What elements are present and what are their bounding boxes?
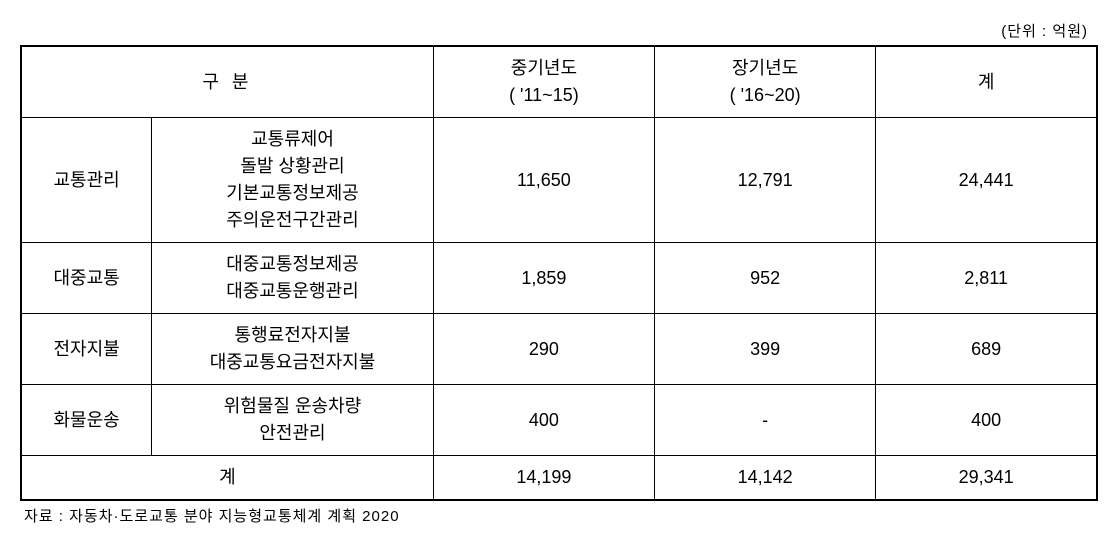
unit-label: (단위 : 억원)	[20, 20, 1098, 41]
cat2-line: 대중교통정보제공	[158, 251, 427, 278]
header-midterm: 중기년도 ( '11~15)	[433, 46, 654, 118]
header-longterm-range: ( '16~20)	[661, 82, 869, 109]
cell-long: 399	[655, 314, 876, 385]
data-table: 구 분 중기년도 ( '11~15) 장기년도 ( '16~20) 계 교통관리…	[20, 45, 1098, 501]
table-row: 전자지불 통행료전자지불 대중교통요금전자지불 290 399 689	[21, 314, 1097, 385]
cell-mid: 400	[433, 385, 654, 456]
cell-total: 24,441	[876, 118, 1097, 243]
cell-category2: 통행료전자지불 대중교통요금전자지불	[152, 314, 434, 385]
cat2-line: 교통류제어	[158, 126, 427, 153]
header-total: 계	[876, 46, 1097, 118]
footnote: 자료 : 자동차·도로교통 분야 지능형교통체계 계획 2020	[20, 505, 1098, 526]
table-body: 교통관리 교통류제어 돌발 상황관리 기본교통정보제공 주의운전구간관리 11,…	[21, 118, 1097, 501]
cat2-line: 기본교통정보제공	[158, 180, 427, 207]
cell-category1: 전자지불	[21, 314, 152, 385]
cell-category1: 화물운송	[21, 385, 152, 456]
header-longterm: 장기년도 ( '16~20)	[655, 46, 876, 118]
cat2-line: 주의운전구간관리	[158, 207, 427, 234]
cat2-line: 대중교통운행관리	[158, 278, 427, 305]
cat2-line: 위험물질 운송차량	[158, 393, 427, 420]
cell-total: 2,811	[876, 243, 1097, 314]
table-row: 교통관리 교통류제어 돌발 상황관리 기본교통정보제공 주의운전구간관리 11,…	[21, 118, 1097, 243]
totals-label: 계	[21, 456, 433, 501]
totals-row: 계 14,199 14,142 29,341	[21, 456, 1097, 501]
cell-long: 12,791	[655, 118, 876, 243]
totals-total: 29,341	[876, 456, 1097, 501]
cell-category2: 대중교통정보제공 대중교통운행관리	[152, 243, 434, 314]
header-longterm-label: 장기년도	[661, 55, 869, 82]
cat2-line: 안전관리	[158, 420, 427, 447]
header-category: 구 분	[21, 46, 433, 118]
cell-total: 689	[876, 314, 1097, 385]
cat2-line: 돌발 상황관리	[158, 153, 427, 180]
table-row: 대중교통 대중교통정보제공 대중교통운행관리 1,859 952 2,811	[21, 243, 1097, 314]
cell-long: 952	[655, 243, 876, 314]
cell-mid: 290	[433, 314, 654, 385]
cat2-line: 통행료전자지불	[158, 322, 427, 349]
header-midterm-range: ( '11~15)	[440, 82, 648, 109]
cell-category2: 교통류제어 돌발 상황관리 기본교통정보제공 주의운전구간관리	[152, 118, 434, 243]
header-row: 구 분 중기년도 ( '11~15) 장기년도 ( '16~20) 계	[21, 46, 1097, 118]
table-row: 화물운송 위험물질 운송차량 안전관리 400 - 400	[21, 385, 1097, 456]
cell-total: 400	[876, 385, 1097, 456]
cell-category2: 위험물질 운송차량 안전관리	[152, 385, 434, 456]
cell-mid: 11,650	[433, 118, 654, 243]
totals-long: 14,142	[655, 456, 876, 501]
cell-long: -	[655, 385, 876, 456]
totals-mid: 14,199	[433, 456, 654, 501]
cell-mid: 1,859	[433, 243, 654, 314]
cat2-line: 대중교통요금전자지불	[158, 349, 427, 376]
cell-category1: 교통관리	[21, 118, 152, 243]
cell-category1: 대중교통	[21, 243, 152, 314]
header-midterm-label: 중기년도	[440, 55, 648, 82]
